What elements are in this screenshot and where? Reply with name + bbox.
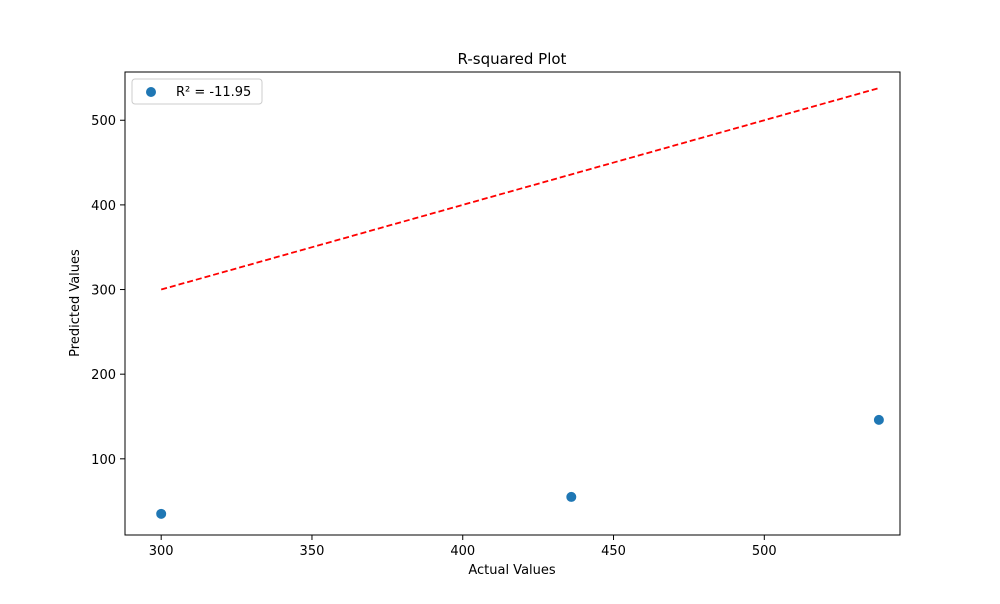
x-tick-label-4: 500 <box>752 544 777 559</box>
legend-box <box>131 78 263 105</box>
x-axis-label: Actual Values <box>468 563 556 578</box>
y-tick-label-2: 300 <box>91 284 116 299</box>
y-tick-label-1: 200 <box>91 368 116 383</box>
legend-label: R² = -11.95 <box>176 85 251 100</box>
chart-title: R-squared Plot <box>458 50 567 68</box>
reference-line <box>160 87 880 291</box>
y-axis-label: Predicted Values <box>68 249 83 357</box>
reference-line-layer <box>160 87 880 291</box>
y-tick-label-4: 500 <box>91 114 116 129</box>
plot-frame <box>124 71 901 536</box>
y-tick-label-3: 400 <box>91 199 116 214</box>
legend: R² = -11.95 <box>131 78 263 105</box>
x-axis: 300 350 400 450 500 <box>149 535 777 559</box>
scatter-points-layer <box>156 414 884 519</box>
x-tick-label-2: 400 <box>450 544 475 559</box>
scatter-point-2 <box>873 414 884 425</box>
y-tick-label-0: 100 <box>91 453 116 468</box>
scatter-point-0 <box>156 508 167 519</box>
x-tick-label-0: 300 <box>149 544 174 559</box>
x-tick-label-1: 350 <box>300 544 325 559</box>
y-axis: 100 200 300 400 500 <box>91 114 125 468</box>
scatter-point-1 <box>566 491 577 502</box>
legend-marker <box>146 87 156 97</box>
plot-area <box>124 71 901 536</box>
x-tick-label-3: 450 <box>601 544 626 559</box>
